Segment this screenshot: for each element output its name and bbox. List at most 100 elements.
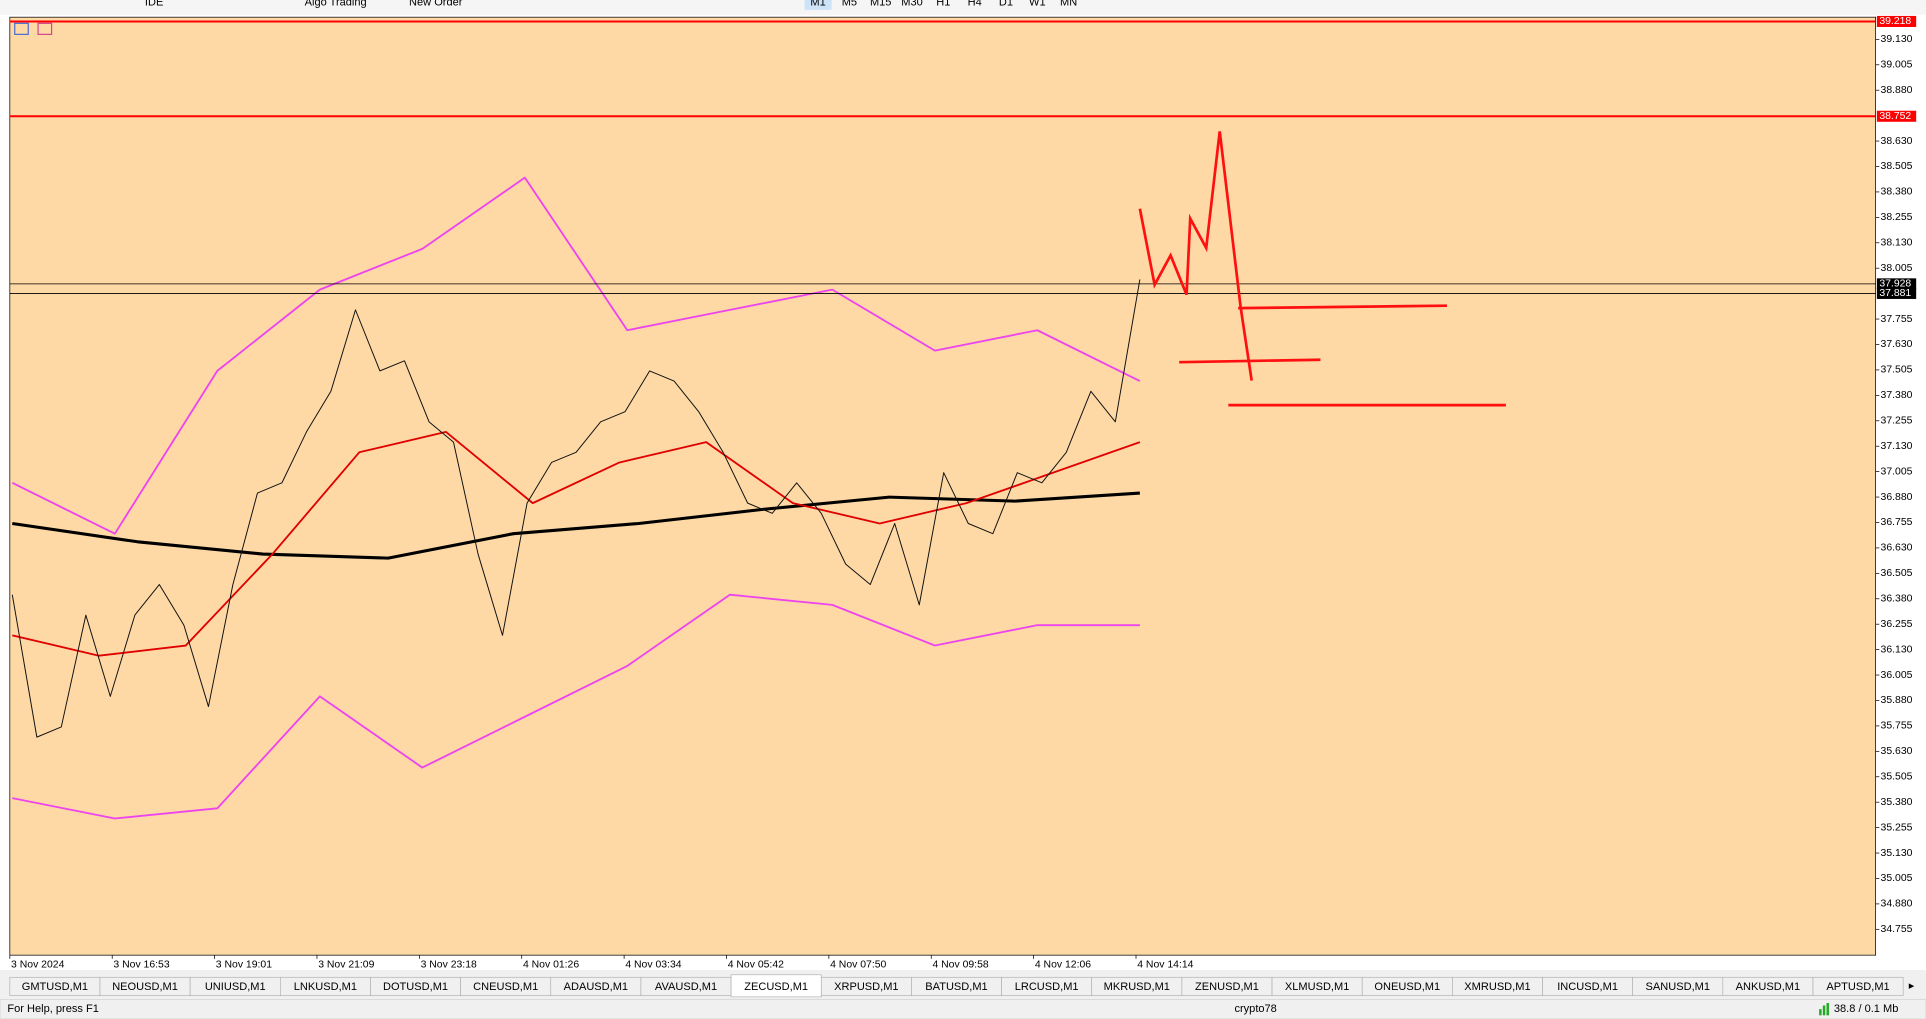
y-tick-label: 35.630 <box>1881 746 1913 757</box>
tab-label[interactable]: SANUSD,M1 <box>1646 981 1710 993</box>
status-account: crypto78 <box>1234 1003 1276 1015</box>
x-tick-label: 3 Nov 2024 <box>11 960 65 971</box>
timeframe-button[interactable]: M15 <box>870 0 892 8</box>
level-label-box <box>1876 110 1917 122</box>
level-label-box <box>1876 278 1917 290</box>
timeframe-active <box>804 0 832 10</box>
x-tick-label: 3 Nov 23:18 <box>421 960 477 971</box>
y-tick-label: 38.255 <box>1881 212 1913 223</box>
y-tick-label: 36.255 <box>1881 619 1913 630</box>
tab-label[interactable]: GMTUSD,M1 <box>22 981 88 993</box>
level-label: 37.928 <box>1879 279 1911 290</box>
tab-label[interactable]: XLMUSD,M1 <box>1285 981 1349 993</box>
x-tick-label: 4 Nov 01:26 <box>523 960 579 971</box>
chart: 39.130 39.005 38.880 38.630 38.505 38.380 38.2… <box>9 15 1917 971</box>
x-tick-label: 4 Nov 03:34 <box>625 960 681 971</box>
price-line <box>11 176 1141 535</box>
toolbar-button[interactable]: Algo Trading <box>305 0 367 8</box>
y-tick-label: 36.505 <box>1881 568 1913 579</box>
y-tick-label: 38.005 <box>1881 263 1913 274</box>
tab-label[interactable]: ADAUSD,M1 <box>564 981 628 993</box>
toolbar <box>0 0 1926 15</box>
y-tick-label: 37.005 <box>1881 466 1913 477</box>
y-tick-label: 35.880 <box>1881 695 1913 706</box>
x-tick-label: 3 Nov 19:01 <box>216 960 272 971</box>
y-tick-label: 35.255 <box>1881 822 1913 833</box>
x-tick-label: 3 Nov 16:53 <box>113 960 169 971</box>
tab[interactable] <box>1812 976 1904 996</box>
timeframe-button[interactable]: W1 <box>1029 0 1046 8</box>
y-tick-label: 35.380 <box>1881 797 1913 808</box>
timeframe-button[interactable]: M1 <box>810 0 825 8</box>
status-bar <box>0 999 1926 1019</box>
level-label-box <box>1876 15 1917 27</box>
toolbar-button[interactable]: IDE <box>145 0 163 8</box>
y-tick-label: 39.130 <box>1881 34 1913 45</box>
level-label: 38.752 <box>1879 111 1911 122</box>
x-tick-label: 4 Nov 05:42 <box>728 960 784 971</box>
icon <box>14 22 29 35</box>
y-tick-label: 38.880 <box>1881 85 1913 96</box>
tab-scroll[interactable]: ▸ <box>1909 980 1915 992</box>
tab-label[interactable]: BATUSD,M1 <box>925 981 987 993</box>
price-line <box>12 491 1140 560</box>
x-tick-label: 4 Nov 12:06 <box>1035 960 1091 971</box>
plot-area <box>9 16 1877 956</box>
y-tick-label: 36.005 <box>1881 670 1913 681</box>
tab-label[interactable]: NEOUSD,M1 <box>112 981 178 993</box>
level-label-box <box>1876 287 1917 299</box>
y-tick-label: 36.755 <box>1881 517 1913 528</box>
x-tick-label: 4 Nov 07:50 <box>830 960 886 971</box>
tab-label[interactable]: CNEUSD,M1 <box>473 981 538 993</box>
y-tick-label: 39.005 <box>1881 60 1913 71</box>
x-tick-label: 3 Nov 21:09 <box>318 960 374 971</box>
y-tick-label: 36.880 <box>1881 492 1913 503</box>
y-tick-label: 35.505 <box>1881 772 1913 783</box>
y-tick-label: 38.505 <box>1881 161 1913 172</box>
tab-label[interactable]: UNIUSD,M1 <box>205 981 266 993</box>
y-tick-label: 37.130 <box>1881 441 1913 452</box>
tab-label[interactable]: LNKUSD,M1 <box>294 981 357 993</box>
timeframe-button[interactable]: H1 <box>936 0 950 8</box>
tab-label[interactable]: ANKUSD,M1 <box>1736 981 1800 993</box>
tab-label[interactable]: LRCUSD,M1 <box>1015 981 1079 993</box>
y-tick-label: 37.380 <box>1881 390 1913 401</box>
timeframe-button[interactable]: M5 <box>842 0 857 8</box>
y-tick-label: 37.255 <box>1881 416 1913 427</box>
y-tick-label: 36.380 <box>1881 594 1913 605</box>
timeframe-button[interactable]: D1 <box>999 0 1013 8</box>
icon <box>37 22 53 35</box>
price-line <box>11 279 1141 738</box>
tab-label[interactable]: INCUSD,M1 <box>1557 981 1618 993</box>
timeframe-button[interactable]: MN <box>1060 0 1077 8</box>
tab-label[interactable]: DOTUSD,M1 <box>383 981 448 993</box>
tab-label[interactable]: XRPUSD,M1 <box>834 981 898 993</box>
y-tick-label: 38.380 <box>1881 187 1913 198</box>
tab-label[interactable]: ZECUSD,M1 <box>744 981 808 993</box>
tab-label[interactable]: ONEUSD,M1 <box>1374 981 1440 993</box>
y-tick-label: 35.005 <box>1881 873 1913 884</box>
status-help: For Help, press F1 <box>7 1003 99 1015</box>
tab-label[interactable]: AVAUSD,M1 <box>655 981 717 993</box>
tab-label[interactable]: MKRUSD,M1 <box>1104 981 1170 993</box>
x-tick-label: 4 Nov 09:58 <box>932 960 988 971</box>
y-tick-label: 34.880 <box>1881 899 1913 910</box>
timeframe-button[interactable]: M30 <box>901 0 923 8</box>
toolbar-button[interactable]: New Order <box>409 0 463 8</box>
y-tick-label: 37.755 <box>1881 314 1913 325</box>
y-tick-label: 37.505 <box>1881 365 1913 376</box>
status-traffic: 38.8 / 0.1 Mb <box>1834 1003 1899 1015</box>
tab-label[interactable]: APTUSD,M1 <box>1826 981 1889 993</box>
tab-label[interactable]: XMRUSD,M1 <box>1464 981 1530 993</box>
level-label: 39.218 <box>1879 16 1911 27</box>
level-label: 37.881 <box>1879 288 1911 299</box>
price-line <box>12 430 1141 657</box>
signal-icon <box>1819 1003 1829 1016</box>
y-tick-label: 38.130 <box>1881 238 1913 249</box>
y-tick-label: 34.755 <box>1881 924 1913 935</box>
timeframe-button[interactable]: H4 <box>968 0 982 8</box>
y-tick-label: 37.630 <box>1881 339 1913 350</box>
tab-label[interactable]: ZENUSD,M1 <box>1195 981 1259 993</box>
